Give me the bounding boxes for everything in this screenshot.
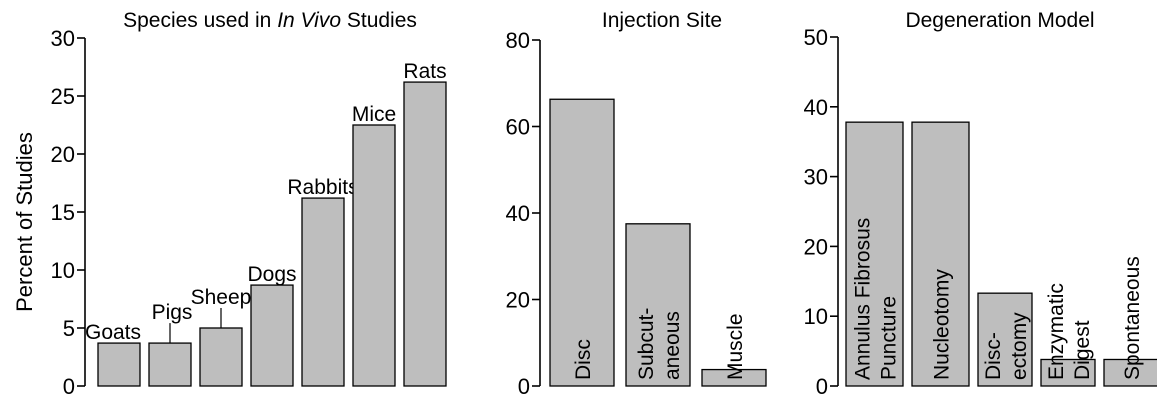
- chart-title-part: In Vivo: [277, 9, 341, 32]
- bar: [403, 81, 447, 387]
- bar-label-line: Enzymatic: [1045, 283, 1068, 380]
- bar-label: Mice: [352, 103, 396, 126]
- y-tick-label: 20: [804, 234, 828, 259]
- y-tick-label: 25: [51, 84, 75, 109]
- y-tick-label: 20: [51, 142, 75, 167]
- y-tick-label: 15: [51, 200, 75, 225]
- chart-title-part: Species used in: [123, 9, 277, 32]
- bar-label-line: Digest: [1071, 320, 1094, 380]
- bar: [301, 197, 345, 387]
- bar: [1040, 358, 1096, 387]
- bar: [549, 98, 615, 387]
- y-tick-label: 10: [51, 258, 75, 283]
- bar: [199, 327, 243, 387]
- bar: [250, 284, 294, 387]
- bar: [977, 292, 1033, 387]
- bar-label-line: Nucleotomy: [931, 269, 954, 380]
- bar-label-line: ectomy: [1008, 312, 1031, 380]
- y-axis-label: Percent of Studies: [12, 132, 37, 312]
- y-tick-label: 20: [506, 288, 530, 313]
- bar-label-line: Annulus Fibrosus: [852, 218, 875, 380]
- bar-label: Goats: [85, 321, 141, 344]
- bar-label: Sheep: [191, 286, 252, 309]
- bar-label: Pigs: [152, 301, 193, 324]
- bar-label-line: Spontaneous: [1121, 256, 1144, 380]
- y-tick-label: 10: [804, 304, 828, 329]
- y-tick-label: 5: [63, 316, 75, 341]
- y-tick-label: 0: [518, 374, 530, 397]
- y-tick-label: 40: [506, 201, 530, 226]
- bar: [352, 124, 396, 387]
- bar-label-line: Muscle: [724, 313, 747, 380]
- bar-label-line: Subcut-: [635, 308, 658, 380]
- bar-label-line: Disc: [572, 339, 595, 380]
- bar: [701, 368, 767, 387]
- chart-panel-3: Degeneration Model 0 10 20 30 40 50 Annulus Fib…: [804, 9, 1157, 397]
- bar-label-line: Puncture: [878, 296, 901, 380]
- y-tick-label: 60: [506, 115, 530, 140]
- bar-label-line: Disc-: [982, 332, 1005, 380]
- y-tick-label: 40: [804, 95, 828, 120]
- y-tick-label: 80: [506, 28, 530, 53]
- bar: [97, 342, 141, 387]
- y-tick-label: 30: [804, 165, 828, 190]
- bar-label-line: aneous: [661, 311, 684, 380]
- bar: [625, 223, 691, 387]
- chart-title-part: Studies: [341, 9, 417, 32]
- chart-panel-2: Injection Site 0 20 40 60 80 Disc Subcut-aneous…: [506, 9, 767, 397]
- bar-label: Rabbits: [287, 176, 358, 199]
- y-tick-label: 30: [51, 26, 75, 51]
- chart-panel-1: Species used in In Vivo Studies 0 5 10 15 20 2…: [12, 9, 447, 397]
- chart-title: Degeneration Model: [905, 9, 1094, 32]
- bar-label: Dogs: [247, 263, 296, 286]
- bar-label: Rats: [403, 60, 446, 83]
- bar: [148, 342, 192, 387]
- y-tick-label: 50: [804, 25, 828, 50]
- chart-title: Injection Site: [602, 9, 722, 32]
- bar: [845, 121, 904, 387]
- chart-title: Species used in In Vivo Studies: [123, 9, 417, 32]
- y-tick-label: 0: [816, 374, 828, 397]
- y-tick-label: 0: [63, 374, 75, 397]
- bar: [1103, 358, 1157, 387]
- bar: [911, 121, 970, 387]
